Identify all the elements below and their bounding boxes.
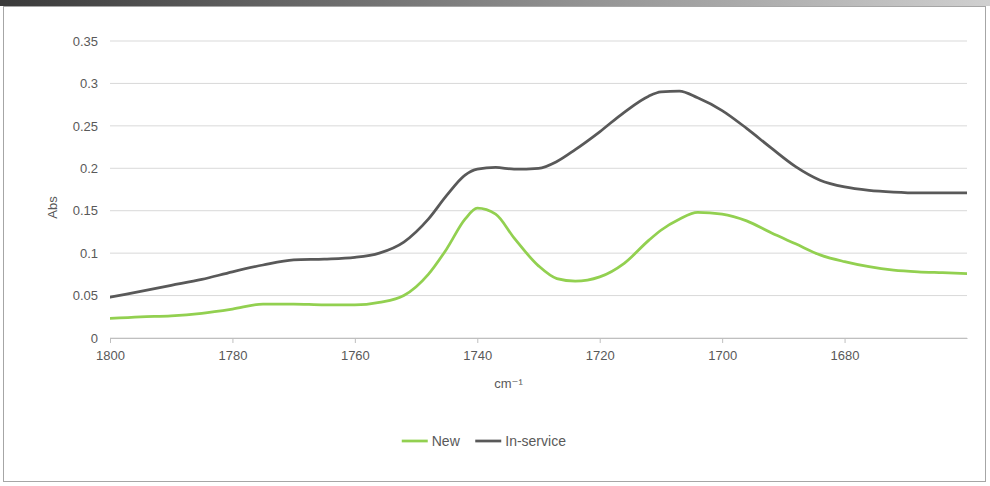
series-group: [110, 91, 967, 318]
series-line: [110, 208, 967, 318]
y-axis-title: Abs: [45, 196, 60, 219]
legend-swatch: [402, 440, 428, 443]
x-tick: 1780: [218, 338, 247, 363]
y-tick-label: 0.2: [80, 161, 98, 176]
y-tick: 0.2: [80, 161, 110, 176]
y-tick-label: 0.35: [73, 34, 98, 49]
grid: [110, 41, 967, 338]
x-tick-mark: [232, 338, 233, 343]
x-tick-label: 1760: [341, 348, 370, 363]
y-tick: 0: [91, 331, 110, 346]
grid-line: [110, 295, 967, 296]
x-tick: 1680: [831, 338, 860, 363]
y-tick-label: 0.25: [73, 119, 98, 134]
y-tick-label: 0: [91, 331, 98, 346]
x-axis: 1800 1780 1760 1740 1720 1700 1680: [96, 338, 967, 363]
y-axis: 0 0.05 0.1 0.15 0.2 0.25 0.3 0.35: [73, 34, 111, 346]
y-tick: 0.1: [80, 246, 110, 261]
y-tick: 0.3: [80, 76, 110, 91]
x-tick-mark: [722, 338, 723, 343]
grid-line: [110, 338, 967, 339]
y-tick-label: 0.3: [80, 76, 98, 91]
y-tick: 0.25: [73, 119, 110, 134]
x-tick-label: 1800: [96, 348, 125, 363]
x-tick-label: 1780: [218, 348, 247, 363]
x-tick: 1760: [341, 338, 370, 363]
x-axis-line: [111, 338, 968, 339]
x-axis-title: cm⁻¹: [494, 376, 523, 391]
legend-label: In-service: [505, 433, 566, 449]
x-tick-mark: [110, 338, 111, 343]
y-tick: 0.15: [73, 203, 110, 218]
x-tick-mark: [845, 338, 846, 343]
series-line: [110, 91, 967, 297]
y-tick: 0.05: [73, 288, 110, 303]
legend: New In-service: [402, 433, 566, 449]
x-tick-label: 1700: [708, 348, 737, 363]
x-tick: 1700: [708, 338, 737, 363]
x-tick-label: 1680: [831, 348, 860, 363]
y-tick: 0.35: [73, 34, 110, 49]
legend-item: New: [402, 433, 461, 449]
grid-line: [110, 253, 967, 254]
x-tick-mark: [477, 338, 478, 343]
top-strip: [0, 0, 990, 6]
legend-swatch: [475, 440, 501, 443]
x-tick: 1800: [96, 338, 125, 363]
y-tick-label: 0.05: [73, 288, 98, 303]
y-axis-line: [110, 42, 111, 339]
x-tick-mark: [355, 338, 356, 343]
grid-line: [110, 41, 967, 42]
plot-area: 0 0.05 0.1 0.15 0.2 0.25 0.3 0.35 1800 1780 1760 17…: [73, 34, 968, 364]
grid-line: [110, 210, 967, 211]
grid-line: [110, 125, 967, 126]
x-tick-label: 1740: [463, 348, 492, 363]
legend-item: In-service: [475, 433, 566, 449]
legend-label: New: [432, 433, 461, 449]
x-tick-label: 1720: [586, 348, 615, 363]
x-tick: 1720: [586, 338, 615, 363]
chart: 0 0.05 0.1 0.15 0.2 0.25 0.3 0.35 1800 1780 1760 17…: [0, 0, 990, 486]
chart-frame: [4, 7, 986, 482]
y-tick-label: 0.15: [73, 203, 98, 218]
grid-line: [110, 83, 967, 84]
x-tick-mark: [600, 338, 601, 343]
x-tick: 1740: [463, 338, 492, 363]
y-tick-label: 0.1: [80, 246, 98, 261]
